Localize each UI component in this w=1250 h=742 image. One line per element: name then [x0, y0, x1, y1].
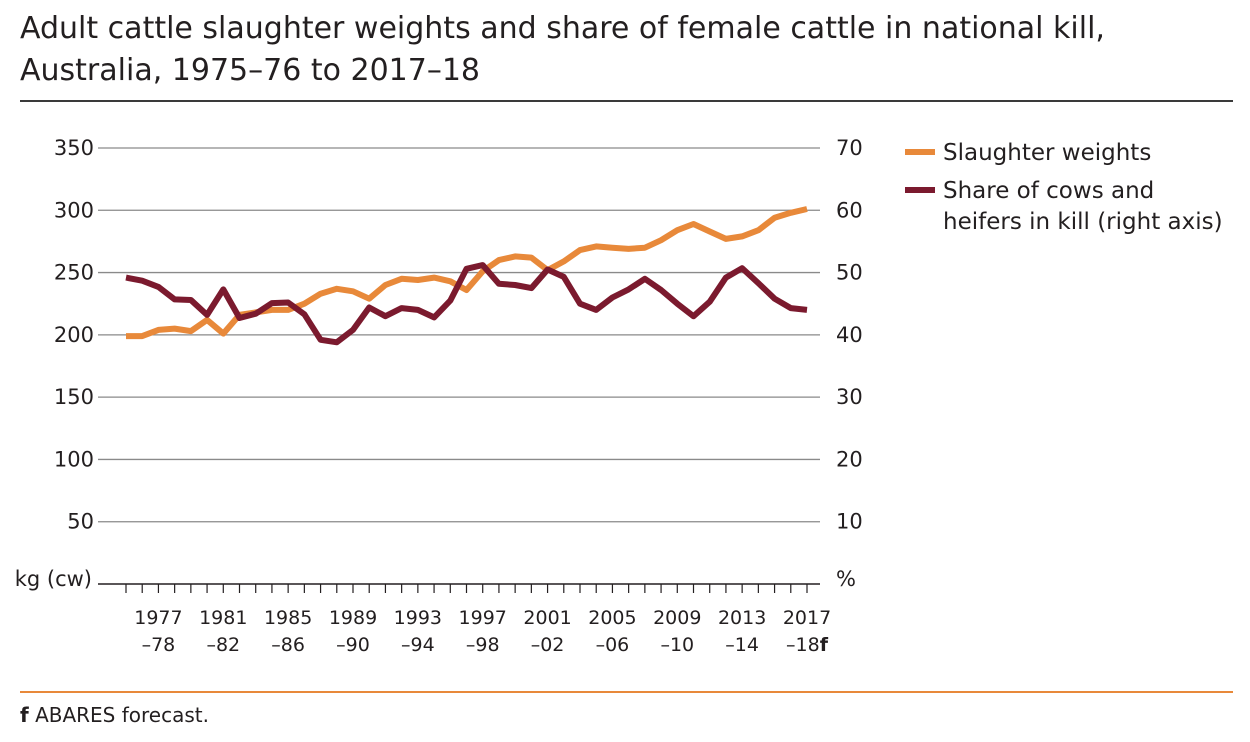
x-tick-label-span: –14 — [725, 634, 759, 656]
x-tick-label-span: –02 — [531, 634, 565, 656]
x-tick-label-year: 1993 — [394, 607, 442, 629]
y-left-tick-label: 250 — [54, 261, 94, 285]
x-tick-label-year: 2017 — [783, 607, 831, 629]
y-right-tick-label: 60 — [836, 198, 863, 222]
y-left-tick-label: 350 — [54, 136, 94, 160]
gridlines — [98, 147, 820, 523]
x-tick-label-year: 2001 — [523, 607, 571, 629]
y-left-tick-label: 200 — [54, 323, 94, 347]
y-left-tick-label: 100 — [54, 447, 94, 471]
x-tick-label-span: –98 — [466, 634, 500, 656]
legend: Slaughter weights Share of cows and heifer… — [905, 140, 1223, 235]
y-left-tick-label: 50 — [67, 510, 94, 534]
x-tick-label-year: 1981 — [199, 607, 247, 629]
x-tick-label-span: –18f — [786, 634, 829, 656]
title-divider — [20, 100, 1233, 102]
forecast-marker: f — [820, 634, 829, 656]
x-tick-label-year: 1997 — [459, 607, 507, 629]
y-right-tick-label: 10 — [836, 510, 863, 534]
y-right-tick-label: 50 — [836, 261, 863, 285]
y-right-tick-label: 30 — [836, 385, 863, 409]
series-lines — [125, 206, 808, 346]
x-tick-label-year: 2013 — [718, 607, 766, 629]
legend-item-slaughter-weights-label: Slaughter weights — [943, 140, 1151, 166]
legend-item-share-cows-heifers-label: Share of cows and heifers in kill (right … — [943, 178, 1223, 235]
y-left-tick-label: 150 — [54, 385, 94, 409]
chart-title: Adult cattle slaughter weights and share… — [20, 11, 1105, 88]
x-tick-label-year: 2009 — [653, 607, 701, 629]
x-tick-label-span: –90 — [336, 634, 370, 656]
x-tick-label-span: –94 — [401, 634, 435, 656]
left-axis-unit-label: kg (cw) — [15, 567, 92, 591]
dual-axis-line-chart: 50 100 150 200 250 300 350 10 20 30 40 50 60 70 kg (cw… — [15, 136, 1223, 656]
y-right-tick-label: 70 — [836, 136, 863, 160]
x-tick-label-year: 1985 — [264, 607, 312, 629]
y-left-tick-label: 300 — [54, 198, 94, 222]
footer-divider — [20, 691, 1233, 693]
x-tick-label-year: 2005 — [588, 607, 636, 629]
y-right-tick-label: 20 — [836, 447, 863, 471]
footnote-text: ABARES forecast. — [35, 703, 209, 727]
footnote: f ABARES forecast. — [20, 703, 209, 727]
x-tick-label-span: –06 — [596, 634, 630, 656]
x-tick-label-year: 1989 — [329, 607, 377, 629]
right-axis-unit-label: % — [836, 567, 856, 591]
x-tick-label-year: 1977 — [134, 607, 182, 629]
footnote-marker: f — [20, 703, 29, 727]
x-tick-label-span: –86 — [271, 634, 305, 656]
y-right-tick-label: 40 — [836, 323, 863, 347]
x-tick-label-span: –82 — [206, 634, 240, 656]
axes: 50 100 150 200 250 300 350 10 20 30 40 50 60 70 kg (cw… — [15, 136, 863, 656]
x-tick-label-span: –78 — [142, 634, 176, 656]
series-line-share-cows-heifers — [125, 262, 808, 346]
x-tick-label-span: –10 — [660, 634, 694, 656]
